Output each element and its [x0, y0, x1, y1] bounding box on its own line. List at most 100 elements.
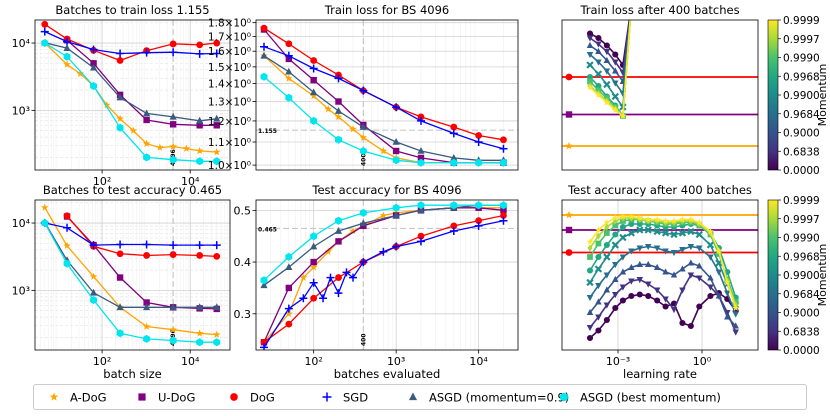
data-point	[636, 214, 644, 221]
minor-gridlines	[35, 202, 230, 338]
minor-x-gridlines	[270, 20, 504, 170]
data-point	[89, 272, 98, 280]
data-point	[724, 290, 731, 297]
data-point	[586, 278, 594, 287]
data-point	[392, 156, 400, 165]
y-tick-label: 0.3	[234, 308, 252, 321]
data-point	[696, 245, 703, 252]
data-point	[636, 260, 644, 268]
data-point	[679, 265, 686, 272]
data-point	[644, 243, 652, 251]
y-tick-label: 1.8×10⁰	[208, 18, 251, 30]
data-point	[392, 147, 400, 155]
data-point	[169, 40, 177, 48]
data-point	[612, 59, 619, 66]
legend-marker	[560, 392, 568, 402]
data-point	[213, 303, 221, 311]
data-point	[644, 226, 652, 234]
chart-train_loss: 400 1.155 1.0×10⁰ 1.1×10⁰ 1.2×10⁰ 1.3×10⁰ 1.4×…	[208, 3, 519, 172]
data-point	[299, 273, 308, 281]
data-point	[335, 238, 342, 245]
data-point	[41, 203, 49, 211]
legend-item: SGD	[322, 391, 368, 405]
chart-test_lr: 10⁻³ 10⁰ Test accuracy after 400 batches le…	[561, 183, 829, 381]
data-point	[285, 67, 293, 75]
data-point	[628, 220, 635, 228]
data-point	[619, 212, 627, 220]
data-point	[611, 241, 619, 249]
data-point	[627, 212, 635, 220]
data-point	[143, 303, 151, 311]
data-point	[612, 291, 619, 299]
data-point	[603, 80, 611, 89]
data-point	[603, 302, 611, 309]
y-tick-label: 10⁴	[12, 37, 31, 50]
data-point	[732, 322, 739, 329]
y-tick-label: 1.4×10⁰	[208, 79, 251, 91]
data-point	[715, 292, 723, 299]
series-line	[44, 42, 217, 153]
data-point	[450, 153, 458, 161]
x-tick-label: 10⁻³	[606, 355, 630, 368]
legend-marker	[322, 392, 332, 402]
data-point	[196, 338, 204, 347]
data-point	[707, 292, 714, 300]
data-point	[644, 281, 652, 288]
data-point	[500, 136, 507, 144]
data-point	[142, 48, 151, 57]
legend-label: A-DoG	[70, 391, 107, 405]
data-point	[612, 80, 619, 87]
data-point	[260, 24, 268, 32]
data-point	[310, 76, 317, 84]
data-point	[586, 30, 594, 37]
data-point	[696, 275, 703, 282]
data-point	[732, 304, 740, 311]
data-point	[41, 219, 49, 227]
series-line	[44, 207, 217, 336]
data-point	[586, 294, 594, 302]
series-line	[589, 20, 631, 96]
data-point	[695, 218, 703, 226]
y-tick-label: 1.1×10⁰	[208, 137, 251, 149]
data-point	[213, 122, 220, 129]
data-point	[586, 35, 594, 42]
data-point	[259, 42, 268, 51]
data-point	[595, 226, 602, 233]
axes-frame	[255, 199, 519, 351]
colorbar-tick-label: 0.9000	[783, 308, 820, 320]
hline-label: 0.465	[258, 226, 277, 233]
data-point	[392, 242, 401, 251]
data-point	[41, 20, 49, 28]
data-point	[392, 103, 401, 112]
data-point	[612, 261, 619, 269]
colorbar-tick-label: 0.9990	[783, 233, 820, 245]
data-point	[417, 146, 425, 154]
y-tick-label: 10³	[12, 284, 30, 297]
data-point	[285, 263, 293, 271]
data-point	[724, 313, 731, 320]
legend-marker	[138, 393, 146, 401]
data-point	[169, 303, 177, 311]
data-point	[143, 299, 150, 306]
data-point	[116, 329, 124, 338]
colorbar-gradient	[767, 199, 779, 351]
data-point	[285, 93, 293, 102]
data-point	[284, 304, 293, 313]
data-point	[706, 241, 715, 249]
data-point	[619, 233, 627, 242]
data-point	[670, 217, 678, 224]
data-point	[359, 123, 367, 130]
data-point	[628, 292, 635, 300]
data-point	[195, 241, 204, 250]
data-point	[611, 92, 619, 101]
data-point	[450, 201, 458, 210]
data-point	[284, 51, 293, 60]
data-point	[417, 201, 425, 210]
data-point	[63, 259, 71, 268]
data-point	[670, 249, 678, 257]
series-line	[263, 76, 504, 164]
y-tick-label: 10⁴	[12, 217, 31, 230]
data-point	[359, 258, 368, 267]
data-point	[670, 230, 678, 239]
data-point	[587, 78, 593, 85]
